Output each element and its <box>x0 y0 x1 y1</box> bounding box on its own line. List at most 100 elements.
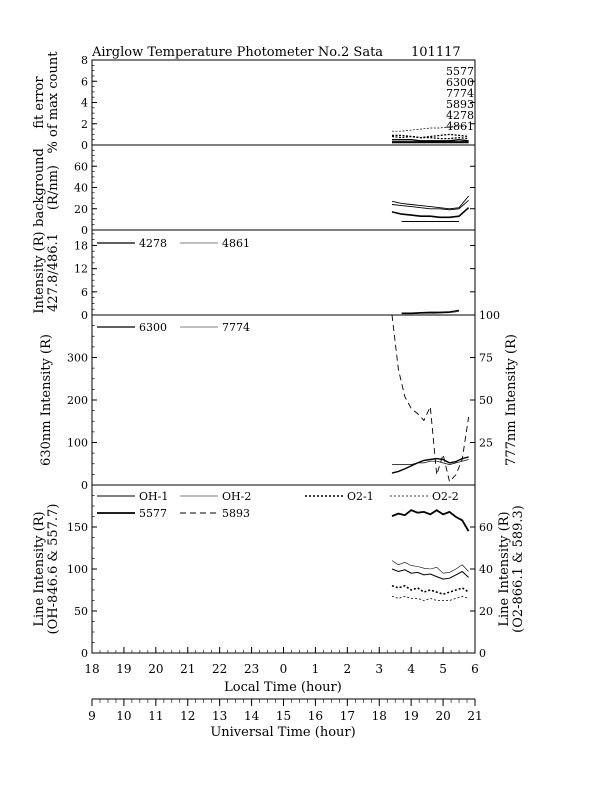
lt-axis: 18 19 20 21 22 23 0 1 2 3 4 5 6 <box>84 647 479 676</box>
ut-tick-label: 21 <box>467 709 482 723</box>
y-right-axis-title: 777nm Intensity (R) <box>504 334 519 466</box>
series-line-p2-s1 <box>391 195 469 210</box>
y-tick-label: 150 <box>67 521 88 534</box>
ut-tick-label: 16 <box>308 709 323 723</box>
chart-date: 101117 <box>411 45 461 60</box>
y-tick-label: 18 <box>74 239 88 252</box>
y-tick-label: 4 <box>81 97 88 110</box>
series-line-p1-s2 <box>392 133 469 139</box>
y-right-axis-title: (O2-866.1 & 589.3) <box>511 505 526 633</box>
x-tick-label: 20 <box>148 662 163 676</box>
y-tick-label: 0 <box>81 139 88 152</box>
y-axis-title: 630nm Intensity (R) <box>39 334 54 466</box>
panel-1: 0 2 4 6 8 fit error% of max count 557763007774… <box>32 51 476 154</box>
y-right-tick-label: 75 <box>479 352 493 365</box>
x-tick-label: 23 <box>244 662 259 676</box>
ut-tick-label: 11 <box>148 709 163 723</box>
y-tick-label: 6 <box>81 286 88 299</box>
y-axis-title: Line Intensity (R) <box>32 511 47 626</box>
annotation-label: 5577 <box>446 65 474 78</box>
legend-label: 5577 <box>139 507 167 520</box>
y-right-tick-label: 100 <box>479 309 500 322</box>
series-line-4278 <box>401 309 460 314</box>
x-tick-label: 21 <box>180 662 195 676</box>
lt-axis-title: Local Time (hour) <box>224 680 342 695</box>
y-right-axis-title: Line Intensity (R) <box>497 511 512 626</box>
y-tick-label: 8 <box>81 54 88 67</box>
series-line-4861 <box>401 311 460 315</box>
y-axis-title: (OH-846.6 & 557.7) <box>46 504 61 635</box>
legend-label: OH-1 <box>139 490 168 503</box>
annotation-label: 5893 <box>446 98 474 111</box>
y-tick-label: 200 <box>67 394 88 407</box>
y-tick-label: 6 <box>81 75 88 88</box>
ut-axis: 9 10 11 12 13 14 15 16 17 18 19 20 21 <box>88 698 483 723</box>
series-line-p1-s1 <box>392 125 469 132</box>
legend-label: 7774 <box>222 321 250 334</box>
y-right-tick-label: 50 <box>479 394 493 407</box>
annotation-label: 7774 <box>446 87 474 100</box>
y-tick-label: 100 <box>67 437 88 450</box>
series-line-p2-s3 <box>391 207 470 219</box>
y-axis-title: (R/nm) <box>46 165 61 210</box>
series-line-O2-1 <box>391 584 470 596</box>
panel-2: 0 20 40 60 background (R/nm) <box>32 144 476 237</box>
y-axis-title: % of max count <box>46 51 61 154</box>
series-line-O2-2 <box>391 595 469 601</box>
legend-label: 5893 <box>222 507 250 520</box>
panel-frame <box>91 59 476 146</box>
annotation-label: 4861 <box>446 120 474 133</box>
x-tick-label: 1 <box>312 662 320 676</box>
x-tick-label: 0 <box>280 662 288 676</box>
series-line-OH-1 <box>391 568 469 580</box>
panel-frame <box>91 144 476 231</box>
ut-tick-label: 12 <box>180 709 195 723</box>
legend-label: 4278 <box>139 237 167 250</box>
ut-tick-label: 18 <box>372 709 387 723</box>
panel-3: 0 6 12 18 Intensity (R) 427.8/486.1 4278 4861 <box>32 229 476 322</box>
series-line-5577 <box>391 509 470 532</box>
y-axis-title: Intensity (R) <box>32 231 47 313</box>
ut-tick-label: 10 <box>116 709 131 723</box>
x-tick-label: 5 <box>439 662 447 676</box>
y-right-tick-label: 0 <box>479 647 486 660</box>
x-tick-label: 18 <box>84 662 99 676</box>
ut-tick-label: 13 <box>212 709 227 723</box>
series-line-p4-s3 <box>391 314 470 483</box>
y-axis-title: 427.8/486.1 <box>46 233 61 312</box>
x-tick-label: 3 <box>375 662 383 676</box>
y-right-tick-label: 60 <box>479 521 493 534</box>
ut-tick-label: 20 <box>435 709 450 723</box>
y-right-tick-label: 25 <box>479 437 493 450</box>
y-tick-label: 40 <box>74 182 88 195</box>
x-tick-label: 2 <box>344 662 352 676</box>
ut-tick-label: 15 <box>276 709 291 723</box>
x-tick-label: 6 <box>471 662 479 676</box>
y-tick-label: 0 <box>81 647 88 660</box>
y-right-tick-label: 40 <box>479 563 493 576</box>
y-axis-title: fit error <box>32 76 47 129</box>
series-line-p2-s2 <box>391 199 469 211</box>
series-line-OH-2 <box>391 560 469 574</box>
y-tick-label: 12 <box>74 263 88 276</box>
series-line-6300 <box>391 456 469 474</box>
y-right-tick-label: 20 <box>479 605 493 618</box>
ut-axis-title: Universal Time (hour) <box>210 725 355 740</box>
ut-tick-label: 14 <box>244 709 260 723</box>
y-tick-label: 2 <box>81 118 88 131</box>
legend-label: O2-1 <box>347 490 374 503</box>
y-tick-label: 50 <box>74 605 88 618</box>
y-tick-label: 300 <box>67 352 88 365</box>
y-axis-title: background <box>32 148 47 227</box>
panel-frame <box>91 314 476 486</box>
legend-label: OH-2 <box>222 490 251 503</box>
panel-4: 0 100 200 300 25 50 75 100 630nm Intensity (R) 77… <box>39 309 519 492</box>
legend-label: O2-2 <box>432 490 459 503</box>
chart-title: Airglow Temperature Photometer No.2 Sata <box>91 45 383 60</box>
ut-tick-label: 19 <box>404 709 419 723</box>
ut-tick-label: 17 <box>340 709 355 723</box>
ut-tick-label: 9 <box>88 709 96 723</box>
